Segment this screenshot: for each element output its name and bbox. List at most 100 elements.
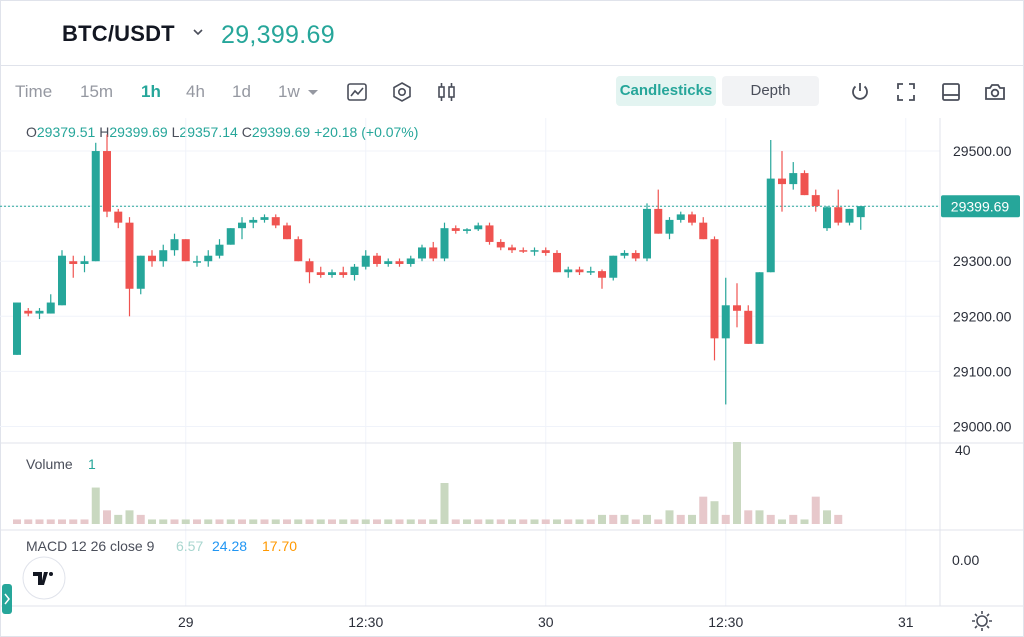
candle <box>69 255 78 278</box>
macd-value: 24.28 <box>212 538 247 554</box>
candle <box>35 308 44 320</box>
candle <box>13 302 21 355</box>
chevron-down-icon[interactable] <box>191 25 205 39</box>
camera-icon[interactable] <box>983 80 1007 104</box>
candle <box>586 266 595 275</box>
tradingview-logo[interactable] <box>22 556 66 600</box>
volume-series <box>13 442 843 524</box>
chart-grid <box>0 118 940 606</box>
candle <box>271 214 280 229</box>
volume-bar <box>564 519 573 524</box>
volume-bar <box>631 519 640 524</box>
ohlc-open-key: O <box>26 124 37 140</box>
candle <box>744 305 753 344</box>
volume-bar <box>193 519 201 524</box>
volume-bar <box>485 519 494 524</box>
volume-bar <box>755 510 764 524</box>
candle <box>418 244 426 262</box>
time-tick-label: 12:30 <box>348 614 383 630</box>
price-tick-label: 29200.00 <box>953 308 1012 324</box>
timeframe-4h[interactable]: 4h <box>186 82 205 101</box>
left-scroll-handle[interactable] <box>2 584 12 614</box>
power-icon[interactable] <box>848 80 872 104</box>
volume-bar <box>271 519 280 524</box>
ohlc-close: 29399.69 <box>251 124 311 140</box>
time-axis-settings-icon[interactable] <box>972 611 992 631</box>
timeframe-15m[interactable]: 15m <box>80 82 114 101</box>
compare-candles-icon[interactable] <box>435 80 459 104</box>
timeframe-time[interactable]: Time <box>15 82 53 101</box>
candle <box>136 255 145 295</box>
volume-bar <box>519 519 528 524</box>
candle <box>114 208 123 229</box>
volume-bar <box>778 519 786 524</box>
volume-bar <box>35 519 44 524</box>
volume-bar <box>586 519 595 524</box>
volume-bar <box>204 519 213 524</box>
ohlc-low-key: L <box>171 124 180 140</box>
candle <box>361 250 370 270</box>
volume-bar <box>733 442 741 524</box>
candle <box>755 272 764 344</box>
candle <box>305 258 314 284</box>
volume-bar <box>451 519 460 524</box>
volume-bar <box>91 487 100 524</box>
timeframe-1w[interactable]: 1w <box>278 82 300 101</box>
last-price-tag-text: 29399.69 <box>951 198 1010 214</box>
volume-bar <box>474 519 483 524</box>
candle <box>440 222 449 262</box>
timeframe-1h[interactable]: 1h <box>141 82 161 101</box>
candle <box>260 214 269 223</box>
volume-bar <box>384 519 393 524</box>
candle <box>91 142 100 262</box>
candlesticks-tab[interactable]: Candlesticks <box>616 76 716 106</box>
volume-bar <box>676 514 685 524</box>
volume-bar <box>406 519 415 524</box>
volume-bar <box>418 519 426 524</box>
candle <box>238 217 246 240</box>
candle <box>789 162 798 190</box>
volume-bar <box>13 519 21 524</box>
ohlc-change: +20.18 (+0.07%) <box>314 124 419 140</box>
volume-bar <box>834 514 843 524</box>
symbol-name[interactable]: BTC/USDT <box>62 21 175 46</box>
fullscreen-icon[interactable] <box>894 80 918 104</box>
candle <box>159 244 168 267</box>
volume-bar <box>350 519 359 524</box>
caret-down-icon[interactable] <box>305 84 321 100</box>
panel-icon[interactable] <box>939 80 963 104</box>
depth-tab[interactable]: Depth <box>722 76 819 106</box>
volume-bar <box>395 519 404 524</box>
volume-value: 1 <box>88 456 96 472</box>
candle <box>710 236 719 361</box>
volume-bar <box>800 519 809 524</box>
volume-bar <box>215 519 224 524</box>
candle <box>80 255 89 273</box>
price-axis[interactable]: 29000.0029100.0029200.0029300.0029400.00… <box>953 143 1012 434</box>
volume-bar <box>339 519 348 524</box>
volume-bar <box>811 496 820 524</box>
candle <box>553 250 561 273</box>
indicator-chart-icon[interactable] <box>345 80 369 104</box>
candle <box>181 239 190 262</box>
candle <box>643 203 651 262</box>
price-tick-label: 29100.00 <box>953 363 1012 379</box>
volume-bar <box>609 514 618 524</box>
ohlc-close-key: C <box>241 124 252 140</box>
settings-hexagon-icon[interactable] <box>390 80 414 104</box>
candle <box>103 134 111 218</box>
candle <box>373 252 381 267</box>
macd-label: MACD 12 26 close 9 <box>26 538 155 554</box>
signal-value: 17.70 <box>262 538 297 554</box>
volume-bar <box>823 510 831 524</box>
candle <box>519 247 528 253</box>
volume-bar <box>598 514 606 524</box>
price-tick-label: 29000.00 <box>953 418 1012 434</box>
time-tick-label: 31 <box>898 614 914 630</box>
timeframe-1d[interactable]: 1d <box>232 82 251 101</box>
ohlc-high: 29399.69 <box>109 124 168 140</box>
volume-bar <box>328 519 336 524</box>
candle <box>193 255 201 267</box>
